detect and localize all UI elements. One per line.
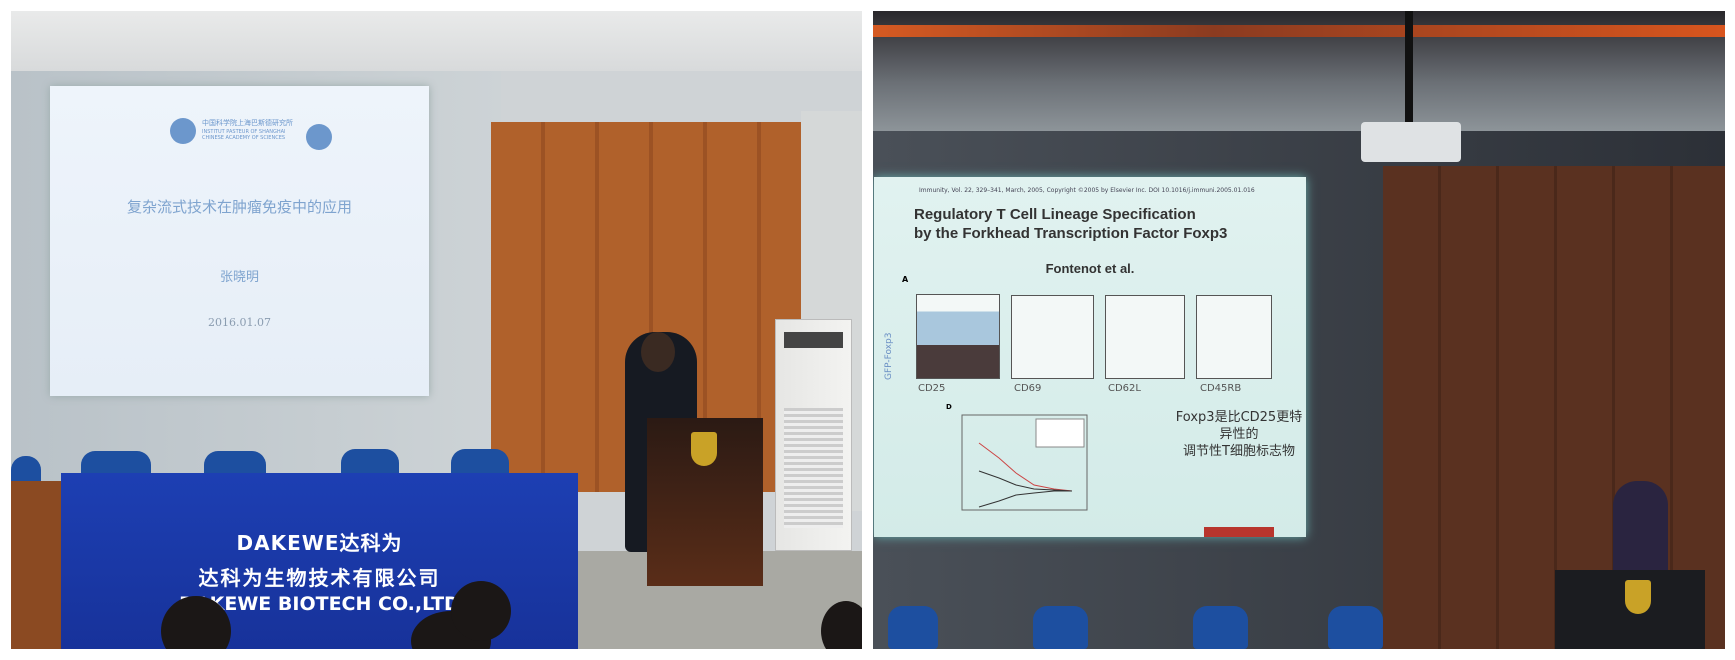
air-conditioner xyxy=(775,319,852,551)
panel-d-label: D xyxy=(946,403,952,411)
audience-head xyxy=(451,581,511,641)
wood-panel-wall xyxy=(1383,166,1725,649)
series-line xyxy=(978,442,1073,492)
slide-title: 复杂流式技术在肿瘤免疫中的应用 xyxy=(126,198,352,216)
audience-head xyxy=(161,596,231,649)
podium-emblem-icon xyxy=(691,432,717,466)
chair xyxy=(1193,606,1248,649)
right-photo: Immunity, Vol. 22, 329–341, March, 2005,… xyxy=(873,11,1725,649)
speaker-person xyxy=(1613,481,1668,581)
projection-screen: 中国科学院上海巴斯德研究所 INSTITUT PASTEUR OF SHANGH… xyxy=(50,86,429,396)
ac-vent xyxy=(784,332,843,348)
ceiling-light-strip xyxy=(873,25,1725,37)
ceiling xyxy=(11,11,862,71)
podium-emblem-icon xyxy=(1625,580,1651,614)
histogram-cd69 xyxy=(1011,295,1094,379)
chair xyxy=(888,606,938,649)
histogram-cd45rb xyxy=(1196,295,1272,379)
plot-legend xyxy=(1035,418,1085,448)
suppression-line-plot xyxy=(961,414,1088,511)
left-photo: 中国科学院上海巴斯德研究所 INSTITUT PASTEUR OF SHANGH… xyxy=(11,11,862,649)
logo-text-cn: 中国科学院上海巴斯德研究所 xyxy=(202,119,293,127)
citation: Immunity, Vol. 22, 329–341, March, 2005,… xyxy=(919,187,1255,194)
x-axis-label: CD25 xyxy=(918,383,946,394)
slide-title: Regulatory T Cell Lineage Specification … xyxy=(914,205,1227,243)
speaker-head xyxy=(641,332,675,372)
plot-frame xyxy=(961,414,1088,511)
slide-date: 2016.01.07 xyxy=(208,316,271,329)
chair xyxy=(1328,606,1383,649)
title-line-2: by the Forkhead Transcription Factor Fox… xyxy=(914,225,1228,242)
authors: Fontenot et al. xyxy=(1045,261,1135,276)
podium xyxy=(1555,570,1705,649)
ac-grille xyxy=(784,408,843,528)
caption-line-2: 调节性T细胞标志物 xyxy=(1183,444,1295,459)
logo-text-en: INSTITUT PASTEUR OF SHANGHAI CHINESE ACA… xyxy=(202,129,286,141)
dot-plot-cd25 xyxy=(916,294,1000,379)
series-line xyxy=(978,470,1073,492)
histogram-cd62l xyxy=(1105,295,1185,379)
banner-company-en: DAKEWE BIOTECH CO.,LTD xyxy=(179,593,460,615)
cas-logo-icon xyxy=(170,118,196,144)
x-axis-label: CD45RB xyxy=(1200,383,1242,394)
slide-caption: Foxp3是比CD25更特异性的 调节性T细胞标志物 xyxy=(1172,409,1306,460)
audience-head xyxy=(821,601,862,649)
projection-screen: Immunity, Vol. 22, 329–341, March, 2005,… xyxy=(874,177,1306,537)
projector-mount xyxy=(1405,11,1413,123)
x-axis-label: CD62L xyxy=(1108,383,1141,394)
caption-line-1: Foxp3是比CD25更特异性的 xyxy=(1175,410,1303,442)
title-line-1: Regulatory T Cell Lineage Specification xyxy=(914,206,1196,223)
panel-a-label: A xyxy=(902,275,909,284)
x-axis-label: CD69 xyxy=(1014,383,1042,394)
banner-company-cn: 达科为生物技术有限公司 xyxy=(198,566,441,590)
chair xyxy=(1033,606,1088,649)
y-axis-label: GFP-Foxp3 xyxy=(884,332,894,380)
projector xyxy=(1361,122,1461,162)
podium xyxy=(647,418,763,586)
series-line xyxy=(978,490,1072,508)
presenter-name: 张晓明 xyxy=(219,270,259,285)
slide-footer-bar xyxy=(1204,527,1274,537)
institute-logo: 中国科学院上海巴斯德研究所 INSTITUT PASTEUR OF SHANGH… xyxy=(170,116,332,150)
pasteur-logo-icon xyxy=(306,124,332,150)
banner-brand: DAKEWE达科为 xyxy=(236,531,403,555)
